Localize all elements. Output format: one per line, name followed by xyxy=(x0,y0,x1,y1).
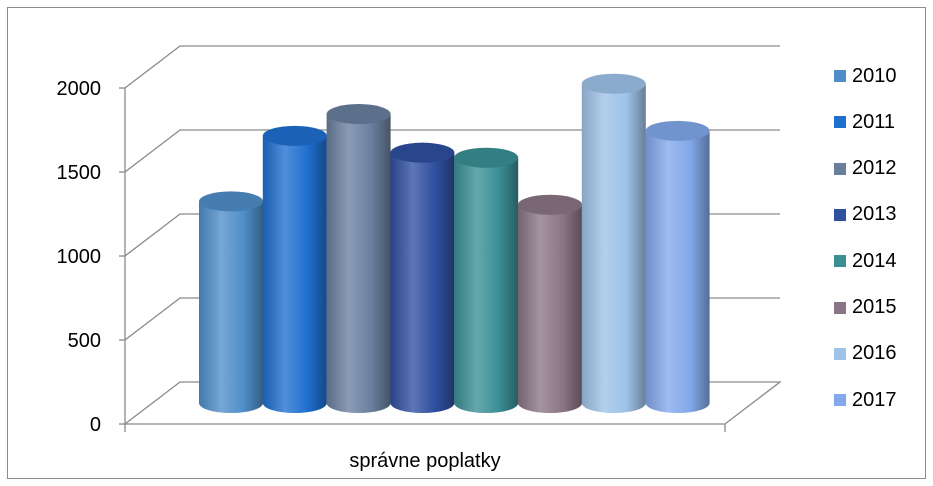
bar-top xyxy=(518,194,582,215)
legend-label: 2015 xyxy=(852,296,897,318)
chart-frame xyxy=(7,7,926,479)
bar-2013 xyxy=(390,142,455,413)
bar-2011 xyxy=(262,125,327,413)
bar-body xyxy=(390,152,455,413)
bar-body xyxy=(326,114,391,413)
legend-label: 2017 xyxy=(852,388,897,411)
legend-label: 2012 xyxy=(852,157,897,180)
x-category-label: správne poplatky xyxy=(349,450,500,472)
y-tick-label: 500 xyxy=(68,330,101,352)
legend-item-2011: 2011 xyxy=(834,110,895,134)
legend-label: 2013 xyxy=(852,203,897,226)
legend-swatch xyxy=(834,70,846,82)
legend-label: 2016 xyxy=(852,342,897,365)
bar-2017 xyxy=(645,120,710,413)
legend-item-2014: 2014 xyxy=(834,249,897,273)
legend-item-2012: 2012 xyxy=(834,157,897,181)
legend-swatch xyxy=(834,347,846,360)
bar-body xyxy=(518,204,582,413)
gridline xyxy=(124,45,780,89)
bar-top xyxy=(454,147,519,168)
bar-top xyxy=(326,104,391,125)
legend-label: 2014 xyxy=(852,249,897,272)
bar-body xyxy=(262,135,327,413)
bar-2012 xyxy=(326,104,391,413)
bar-top xyxy=(262,125,327,146)
y-tick-label: 1000 xyxy=(57,246,102,268)
legend-label: 2010 xyxy=(852,64,897,87)
legend-swatch xyxy=(834,116,846,129)
y-tick-label: 0 xyxy=(90,414,101,436)
gridline xyxy=(124,129,780,173)
legend-label: 2011 xyxy=(852,110,896,133)
bar-2010 xyxy=(199,191,263,413)
bar-top xyxy=(581,73,646,94)
bar-body xyxy=(581,83,646,414)
bar-body xyxy=(645,130,710,413)
bar-top xyxy=(645,120,710,141)
legend-swatch xyxy=(834,255,846,268)
legend-swatch xyxy=(834,162,846,175)
bar-top xyxy=(199,191,263,212)
legend-item-2010: 2010 xyxy=(834,64,897,88)
bar-top xyxy=(390,142,455,163)
legend-item-2016: 2016 xyxy=(834,342,897,366)
y-tick-label: 2000 xyxy=(57,78,102,100)
bar-2015 xyxy=(518,194,582,413)
legend-swatch xyxy=(834,394,846,407)
y-tick-label: 1500 xyxy=(57,162,102,184)
legend-item-2015: 2015 xyxy=(834,296,897,320)
legend-swatch xyxy=(834,208,846,221)
bar-2016 xyxy=(581,73,646,414)
legend-swatch xyxy=(834,301,846,314)
legend-item-2017: 2017 xyxy=(834,388,897,412)
bar-body xyxy=(454,157,519,413)
chart-floor xyxy=(123,381,782,425)
bar-2014 xyxy=(454,147,519,413)
bar-body xyxy=(199,201,263,413)
legend-item-2013: 2013 xyxy=(834,203,897,227)
